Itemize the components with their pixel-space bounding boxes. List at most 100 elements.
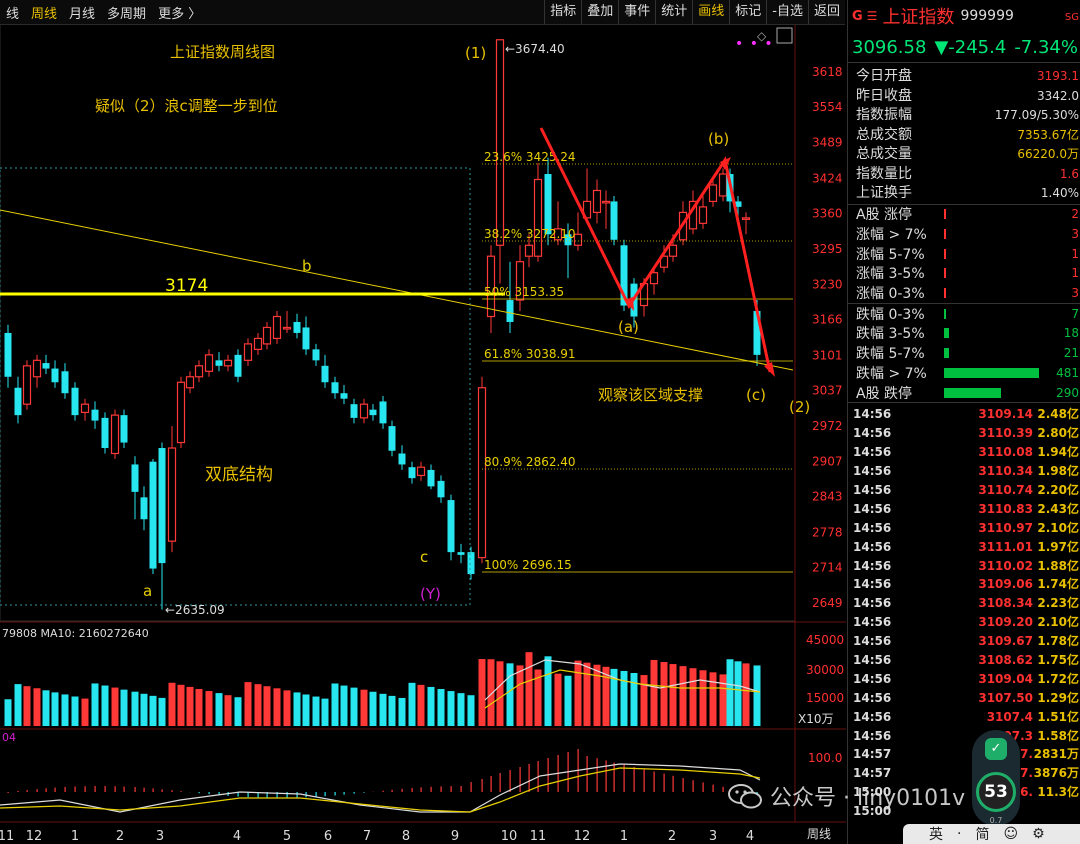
volume-bar — [753, 665, 761, 726]
stat-row: 昨日收盘 3342.0 — [848, 87, 1080, 107]
price-tick: 2778 — [812, 525, 843, 539]
macd-bar — [64, 786, 66, 792]
volume-bar — [177, 684, 185, 726]
breadth-bar — [944, 387, 1001, 398]
stat-value: 177.09/5.30% — [994, 108, 1079, 122]
tick-price: 3107.4 — [986, 709, 1033, 724]
macd-bar — [519, 767, 521, 792]
wave-label: (c) — [746, 386, 766, 404]
candle-body-down — [457, 552, 465, 555]
dots-icon: • • • — [735, 36, 774, 52]
macd-bar — [401, 788, 403, 792]
macd-bar — [682, 778, 684, 792]
candle-body-up — [272, 315, 282, 340]
tick-volume: 1.88亿 — [1037, 558, 1079, 573]
tool-tab[interactable]: 叠加 — [581, 0, 618, 24]
period-tab[interactable]: 周线 — [31, 6, 58, 22]
candle-body-up — [22, 365, 32, 405]
macd-bar — [45, 788, 47, 792]
time-tick: 12 — [574, 829, 591, 844]
period-tab[interactable]: 月线 — [69, 6, 96, 22]
tool-tab[interactable]: 指标 — [544, 0, 581, 24]
volume-bar — [350, 687, 358, 726]
candle-body-up — [668, 244, 678, 257]
volume-bar — [131, 691, 139, 726]
volume-bar — [111, 687, 119, 726]
time-tick: 5 — [283, 829, 291, 844]
price-tick: 3295 — [812, 242, 843, 256]
candle-body-down — [91, 409, 99, 421]
period-tab[interactable]: 更多 〉 — [158, 6, 202, 22]
ime-toolbar[interactable]: 英 · 简 ☺ ⚙ — [903, 824, 1080, 844]
chart-toolbar: 线周线 月线 多周期 更多 〉 指标 叠加 事件 统计 画线 标记 -自选 返回 — [0, 0, 845, 25]
tick-time: 14:56 — [853, 445, 892, 460]
tick-price: 3110.74 — [978, 482, 1033, 497]
volume-bar — [408, 682, 416, 726]
volume-bar — [195, 688, 203, 726]
ime-key[interactable]: ☺ — [1003, 826, 1019, 842]
volume-bar — [506, 663, 514, 726]
volume-bar — [149, 695, 157, 726]
tool-tab[interactable]: -自选 — [766, 0, 808, 24]
tick-volume: 2.23亿 — [1037, 596, 1079, 611]
period-tab[interactable]: 线 — [6, 6, 20, 22]
macd-bar — [324, 792, 326, 797]
price-tick: 3554 — [812, 100, 843, 114]
candle-body-down — [302, 327, 310, 350]
menu-icon[interactable]: ☰ — [866, 9, 878, 23]
macd-header: 04 — [2, 731, 16, 744]
volume-bar — [61, 694, 69, 726]
tick-row: 14:56 3109.06 1.74亿 — [848, 575, 1080, 594]
price-tick: 2649 — [812, 596, 843, 610]
breadth-row: 涨幅 5-7% 1 — [848, 244, 1080, 264]
volume-bar — [709, 672, 717, 726]
volume-bar — [437, 689, 445, 726]
tick-price: 3110.97 — [978, 520, 1033, 535]
volume-header: 79808 MA10: 2160272640 — [2, 627, 149, 640]
breadth-value: 7 — [1071, 306, 1079, 321]
tick-price: 3110.83 — [978, 501, 1033, 516]
ime-key[interactable]: 英 — [929, 827, 943, 843]
tool-tab[interactable]: 事件 — [618, 0, 655, 24]
ime-key[interactable]: ⚙ — [1032, 826, 1045, 842]
tick-price: 3110.39 — [978, 426, 1033, 441]
stat-value: 1.6 — [1059, 166, 1079, 181]
macd-bar — [499, 773, 501, 792]
group-badge[interactable]: G — [852, 8, 863, 24]
period-tab[interactable]: 多周期 — [107, 6, 147, 22]
candle-body-up — [515, 261, 525, 301]
tool-tab[interactable]: 统计 — [655, 0, 692, 24]
volume-bar — [273, 688, 281, 726]
candle-body-down — [51, 368, 59, 383]
volume-bar — [4, 699, 12, 726]
ime-key[interactable]: · — [957, 826, 962, 842]
speed-badge: 53 — [976, 772, 1016, 812]
tick-list[interactable]: 14:56 3109.14 2.48亿 14:56 3110.39 2.80亿 14:56 3… — [848, 402, 1080, 821]
wave-label: (2) — [789, 398, 810, 416]
tool-tab[interactable]: 返回 — [807, 0, 845, 24]
range-box — [0, 167, 471, 606]
breadth-row: 涨幅 > 7% 3 — [848, 224, 1080, 244]
low-marker: ←2635.09 — [165, 603, 225, 617]
candle-body-down — [379, 401, 387, 424]
candle-body-down — [398, 453, 406, 465]
ime-key[interactable]: 简 — [975, 827, 990, 843]
tick-row: 14:56 3108.34 2.23亿 — [848, 594, 1080, 613]
wave-label: (1) — [465, 44, 486, 62]
macd-bar — [702, 782, 704, 792]
period-label: 周线 — [807, 827, 831, 841]
volume-bar — [302, 694, 310, 726]
time-tick: 10 — [501, 829, 518, 844]
trendline — [0, 209, 794, 371]
volume-bar — [574, 660, 582, 726]
tick-time: 14:56 — [853, 426, 892, 441]
volume-bar — [23, 686, 31, 726]
tick-volume: 3876万 — [1033, 766, 1079, 781]
tool-tab[interactable]: 画线 — [692, 0, 729, 24]
floating-widget[interactable]: ✓ 53 0.7 — [972, 730, 1020, 826]
macd-bar — [161, 789, 163, 792]
tool-tab[interactable]: 标记 — [729, 0, 766, 24]
tick-volume: 1.98亿 — [1037, 464, 1079, 479]
macd-bar — [134, 787, 136, 792]
